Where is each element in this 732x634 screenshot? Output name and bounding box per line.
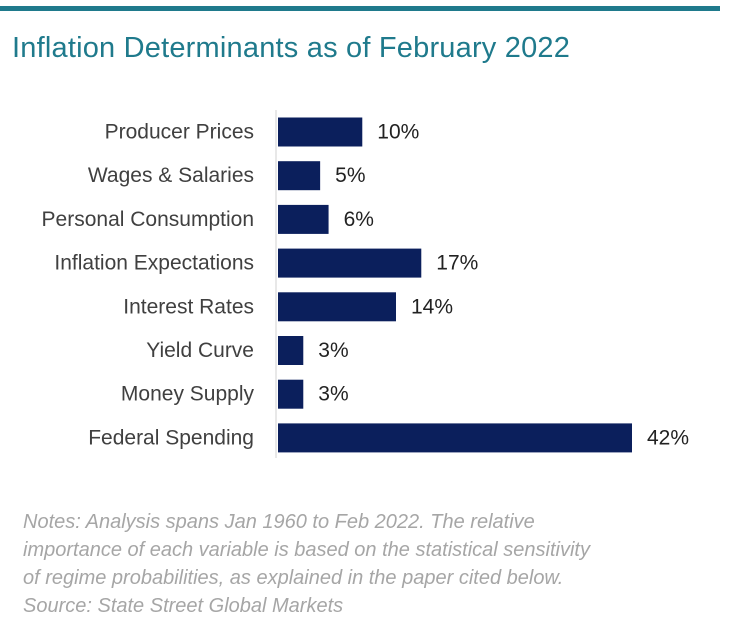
notes-line: importance of each variable is based on …: [23, 539, 590, 561]
category-label: Wages & Salaries: [88, 164, 254, 187]
bar-value-label: 3%: [318, 339, 348, 362]
bar-value-label: 14%: [411, 295, 453, 318]
bar-value-label: 6%: [344, 208, 374, 231]
category-label: Federal Spending: [88, 426, 254, 449]
bars-layer: Producer Prices 10% Wages & Salaries 5% Pers…: [42, 117, 689, 453]
bar-value-label: 5%: [335, 164, 365, 187]
top-accent-rule: [0, 6, 720, 11]
bar: [278, 379, 304, 409]
source-line: Source: State Street Global Markets: [23, 595, 344, 617]
bar: [278, 117, 363, 147]
chart-title: Inflation Determinants as of February 20…: [12, 32, 571, 64]
notes-line: of regime probabilities, as explained in…: [23, 567, 564, 589]
bar: [278, 423, 632, 453]
bar: [278, 161, 321, 191]
category-label: Personal Consumption: [42, 208, 254, 231]
bar-value-label: 42%: [647, 426, 689, 449]
bar: [278, 292, 396, 322]
category-label: Inflation Expectations: [54, 252, 254, 275]
category-label: Yield Curve: [146, 339, 254, 362]
bar: [278, 248, 422, 278]
bar-chart: Producer Prices 10% Wages & Salaries 5% Pers…: [42, 110, 689, 458]
category-label: Money Supply: [121, 383, 255, 406]
category-label: Interest Rates: [123, 295, 254, 318]
bar: [278, 204, 329, 234]
bar-value-label: 17%: [436, 252, 478, 275]
bar: [278, 336, 304, 365]
bar-value-label: 10%: [377, 121, 419, 144]
chart-notes: Notes: Analysis spans Jan 1960 to Feb 20…: [23, 508, 723, 620]
category-label: Producer Prices: [105, 121, 254, 144]
notes-line: Notes: Analysis spans Jan 1960 to Feb 20…: [23, 511, 535, 533]
bar-value-label: 3%: [318, 383, 348, 406]
